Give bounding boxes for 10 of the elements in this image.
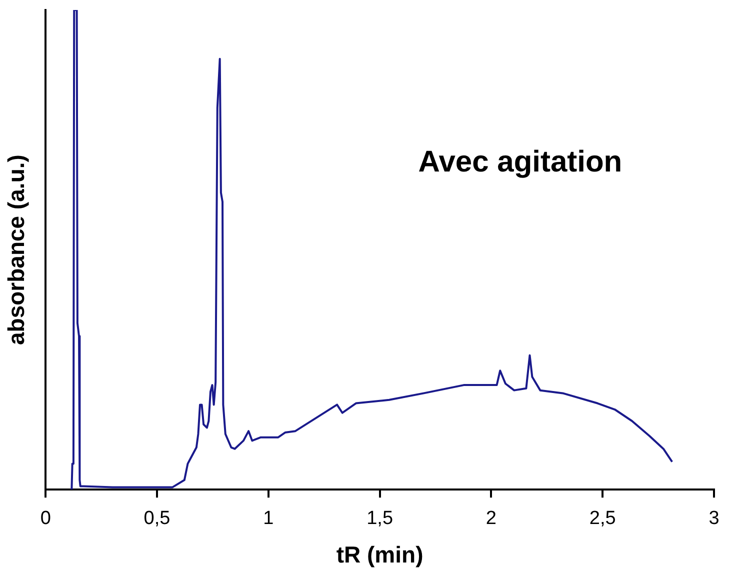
x-tick-label: 2,5 (589, 508, 616, 530)
y-axis-title: absorbance (a.u.) (3, 154, 30, 346)
x-tick-label: 1 (263, 508, 274, 530)
x-tick-label: 2 (486, 508, 496, 530)
x-tick-label: 0,5 (144, 508, 170, 530)
x-tick-label: 3 (708, 508, 720, 530)
x-tick-label: 1,5 (366, 508, 394, 530)
text: Avec agitation (418, 146, 622, 179)
x-axis-title: tR (min) (336, 542, 424, 568)
x-tick-label: 0 (40, 508, 51, 530)
